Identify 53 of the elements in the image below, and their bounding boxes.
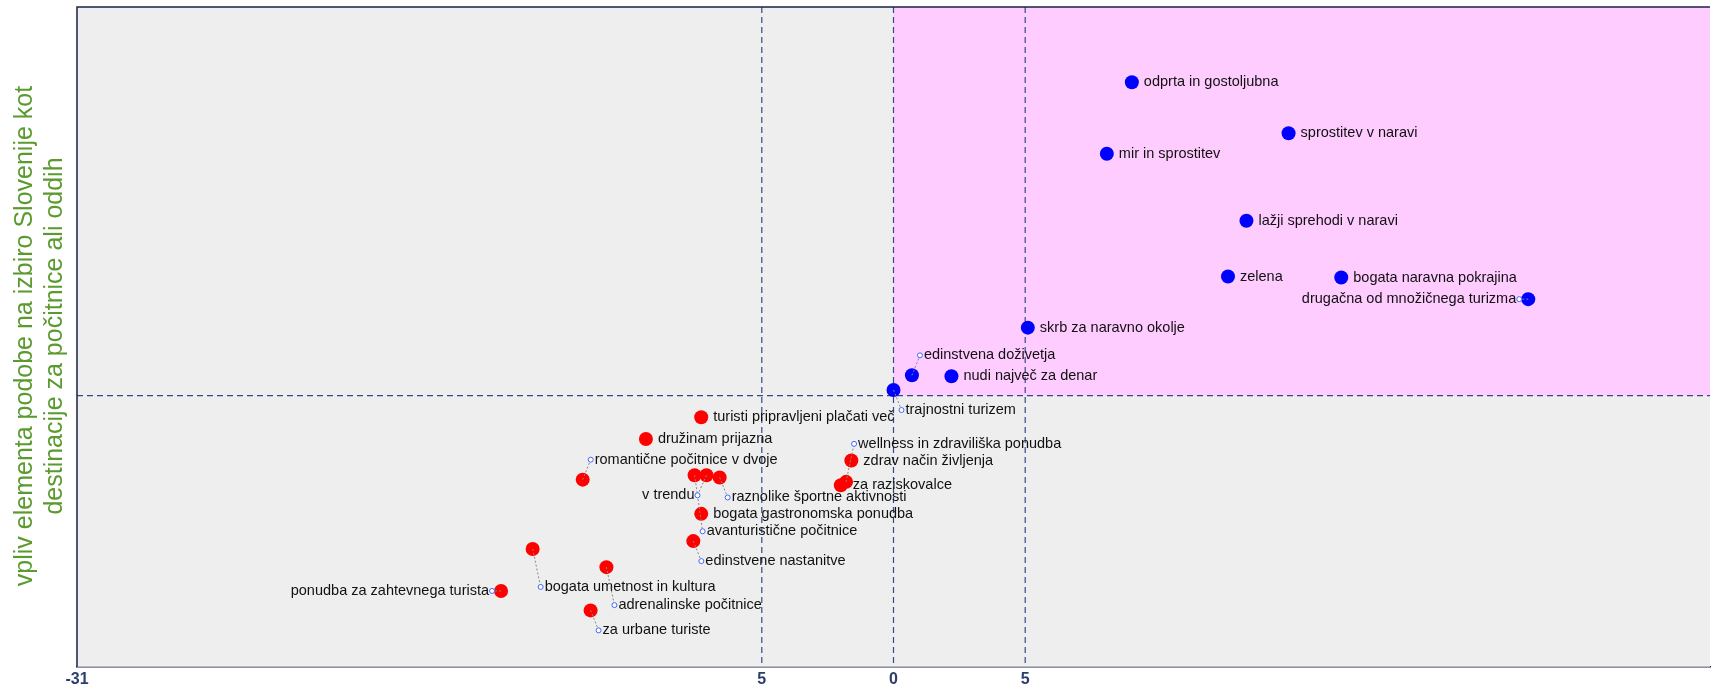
annotation: bogata gastronomska ponudba	[713, 504, 915, 521]
x-tick-label: 5	[1020, 669, 1030, 687]
annotation: mir in sprostitev	[1118, 144, 1222, 161]
point	[1281, 126, 1296, 141]
annotation: romantične počitnice v dvoje	[594, 450, 778, 467]
annotation: avanturistične počitnice	[706, 522, 858, 539]
point	[699, 468, 714, 483]
point	[1334, 270, 1349, 285]
point	[583, 603, 598, 618]
annotation: v trendu	[642, 486, 695, 503]
point	[599, 560, 614, 575]
point	[525, 541, 540, 556]
annotation: za urbane turiste	[602, 621, 711, 638]
annotation: odprta in gostoljubna	[1143, 73, 1280, 90]
point	[686, 534, 701, 549]
y-axis-title: vpliv elementa podobe na izbiro Slovenije kot destinacije za počitnice ali oddih	[8, 84, 68, 589]
x-tick-label: -31	[65, 669, 89, 687]
annotation: adrenalinske počitnice	[618, 596, 762, 613]
annotation: ponudba za zahtevnega turista	[290, 581, 490, 598]
point	[844, 453, 859, 468]
point	[1124, 75, 1139, 90]
point	[694, 506, 709, 521]
annotation: bogata naravna pokrajina	[1353, 268, 1518, 285]
annotation: edinstvena doživetja	[923, 346, 1057, 363]
point	[638, 431, 653, 446]
point	[944, 369, 959, 384]
point	[1521, 292, 1536, 307]
annotation: raznolike športne aktivnosti	[731, 488, 907, 505]
annotation: sprostitev v naravi	[1300, 124, 1418, 141]
point	[1239, 213, 1254, 228]
point	[904, 368, 919, 383]
point	[494, 583, 509, 598]
annotation: wellness in zdraviliška ponudba	[857, 434, 1063, 451]
annotation: družinam prijazna	[657, 429, 774, 446]
point	[1221, 269, 1235, 284]
annotation: trajnostni turizem	[905, 401, 1016, 418]
point	[1020, 320, 1035, 335]
point	[1099, 146, 1114, 161]
annotation: nudi največ za denar	[963, 367, 1098, 384]
annotation: lažji sprehodi v naravi	[1258, 211, 1398, 228]
x-tick-label: 5	[757, 669, 767, 687]
annotation: skrb za naravno okolje	[1039, 318, 1185, 335]
annotation: drugačna od množičnega turizma	[1301, 290, 1518, 307]
annotation: edinstvene nastanitve	[705, 552, 846, 569]
point	[712, 470, 727, 485]
point	[886, 383, 901, 398]
x-tick-label: 0	[889, 669, 899, 687]
annotation: zdrav način življenja	[863, 451, 995, 468]
annotation: zelena	[1240, 267, 1284, 284]
point	[575, 472, 590, 487]
point	[694, 410, 709, 425]
annotation: bogata umetnost in kultura	[544, 577, 717, 594]
annotation: turisti pripravljeni plačati več	[713, 408, 895, 425]
